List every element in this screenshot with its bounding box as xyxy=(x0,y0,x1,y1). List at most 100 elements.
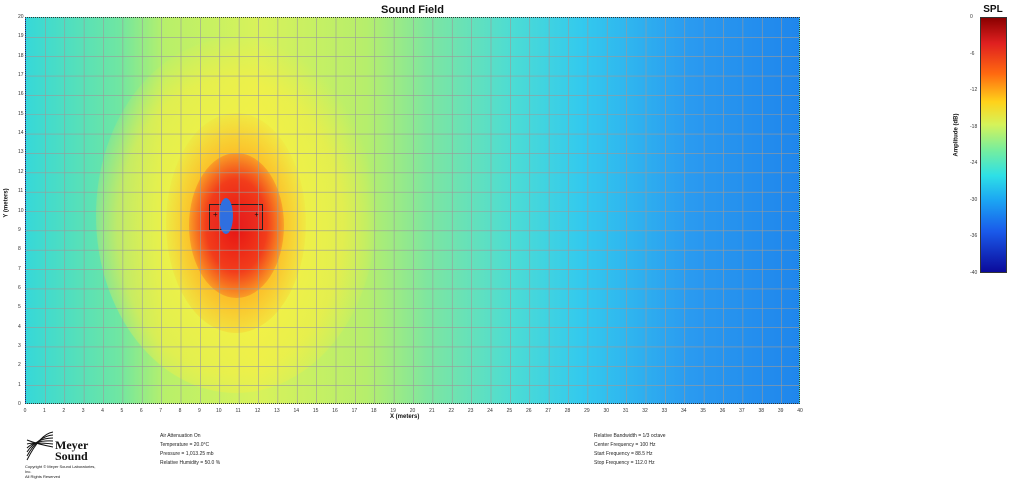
x-tick-label: 35 xyxy=(700,408,706,414)
y-tick-label: 0 xyxy=(18,401,21,407)
colorbar-tick-label: -40 xyxy=(970,270,978,276)
x-tick-label: 38 xyxy=(758,408,765,414)
x-tick-label: 33 xyxy=(661,408,668,414)
logo-name-line1: Meyer xyxy=(55,438,89,452)
y-tick-label: 17 xyxy=(18,72,24,79)
colorbar-tick-label: -18 xyxy=(970,123,978,130)
y-tick-label: 14 xyxy=(18,130,24,137)
x-tick-label: 19 xyxy=(390,408,396,414)
y-tick-label: 18 xyxy=(18,52,24,59)
start-frequency: Start Frequency = 88.5 Hz xyxy=(594,451,653,457)
x-tick-label: 4 xyxy=(101,408,104,414)
x-tick-label: 28 xyxy=(564,408,571,414)
meyer-sound-logo: Meyer Sound Copyright © Meyer Sound Labo… xyxy=(25,430,97,479)
logo-name-line2: Sound xyxy=(55,449,88,463)
plot-title: Sound Field xyxy=(381,4,444,16)
x-tick-label: 31 xyxy=(622,408,629,414)
x-tick-label: 2 xyxy=(62,408,66,414)
spl-colorbar xyxy=(980,17,1007,273)
x-tick-label: 3 xyxy=(81,408,85,414)
x-tick-label: 16 xyxy=(332,408,338,414)
y-tick-label: 13 xyxy=(18,149,24,156)
humidity: Relative Humidity = 50.0 % xyxy=(160,460,221,466)
x-tick-label: 8 xyxy=(178,408,182,414)
y-tick-label: 11 xyxy=(18,188,24,195)
y-tick-label: 3 xyxy=(18,342,21,349)
x-tick-label: 17 xyxy=(351,408,358,414)
x-tick-label: 14 xyxy=(293,408,300,414)
logo-wave-icon xyxy=(26,431,54,461)
x-tick-label: 25 xyxy=(506,408,513,414)
y-tick-label: 6 xyxy=(18,284,21,291)
y-tick-label: 8 xyxy=(18,246,21,253)
y-tick-label: 10 xyxy=(18,207,24,214)
x-tick-label: 5 xyxy=(120,408,124,414)
x-tick-label: 13 xyxy=(274,408,280,414)
x-tick-label: 36 xyxy=(719,408,726,414)
x-tick-label: 29 xyxy=(584,408,590,414)
x-tick-label: 21 xyxy=(429,408,435,414)
y-axis-label: Y (meters) xyxy=(3,188,10,218)
x-tick-label: 24 xyxy=(487,408,493,414)
air-attenuation: Air Attenuation On xyxy=(160,433,201,439)
speaker-right-marker-icon: + xyxy=(254,210,259,219)
x-tick-label: 23 xyxy=(467,408,474,414)
x-tick-label: 27 xyxy=(545,408,551,414)
x-tick-label: 1 xyxy=(42,408,46,414)
y-tick-label: 7 xyxy=(18,265,21,272)
colorbar-tick-label: -12 xyxy=(970,87,978,94)
copyright: Copyright © Meyer Sound Laboratories, In… xyxy=(25,464,97,479)
x-tick-label: 26 xyxy=(525,408,532,414)
sound-field-plot[interactable]: + + xyxy=(25,17,800,404)
y-tick-label: 9 xyxy=(18,226,21,233)
colorbar-tick-label: -24 xyxy=(970,160,978,167)
temperature: Temperature = 20.0°C xyxy=(160,442,210,448)
x-tick-label: 9 xyxy=(197,408,201,414)
colorbar-tick-label: -6 xyxy=(970,50,975,57)
speaker-left-marker-icon: + xyxy=(213,210,218,219)
x-tick-label: 20 xyxy=(409,408,416,414)
x-tick-label: 11 xyxy=(235,408,241,414)
colorbar-title: SPL xyxy=(983,4,1003,15)
y-tick-label: 20 xyxy=(18,14,24,20)
x-tick-label: 18 xyxy=(370,408,377,414)
x-tick-label: 30 xyxy=(603,408,610,414)
y-tick-label: 5 xyxy=(18,304,21,311)
copyright-line1: Copyright © Meyer Sound Laboratories, In… xyxy=(25,464,96,474)
colorbar-tick-label: 0 xyxy=(970,14,973,20)
x-axis-label: X (meters) xyxy=(390,414,420,420)
heat-region-core xyxy=(189,153,284,298)
x-tick-label: 15 xyxy=(312,408,319,414)
x-tick-label: 22 xyxy=(448,408,455,414)
x-tick-label: 40 xyxy=(797,408,803,414)
relative-bandwidth: Relative Bandwidth = 1/3 octave xyxy=(594,433,666,439)
null-zone xyxy=(219,198,233,234)
speaker-array[interactable]: + + xyxy=(209,204,263,230)
x-tick-label: 7 xyxy=(159,408,163,414)
y-tick-label: 1 xyxy=(18,381,21,388)
logo-wordmark: Meyer Sound xyxy=(55,438,89,463)
x-tick-label: 6 xyxy=(139,408,143,414)
x-tick-label: 32 xyxy=(642,408,648,414)
x-tick-label: 34 xyxy=(680,408,687,414)
y-tick-label: 4 xyxy=(18,323,21,330)
conditions-info: Air Attenuation On Temperature = 20.0°C … xyxy=(160,432,220,468)
center-frequency: Center Frequency = 100 Hz xyxy=(594,442,656,448)
y-tick-label: 15 xyxy=(18,110,24,117)
y-tick-label: 19 xyxy=(18,33,24,40)
colorbar-tick-label: -30 xyxy=(970,196,978,203)
y-tick-label: 2 xyxy=(18,362,21,369)
x-tick-label: 39 xyxy=(777,408,784,414)
x-tick-label: 37 xyxy=(739,408,745,414)
pressure: Pressure = 1,013.25 mb xyxy=(160,451,214,457)
copyright-line2: All Rights Reserved xyxy=(25,474,61,479)
colorbar-label: Amplitude (dB) xyxy=(953,113,960,157)
frequency-info: Relative Bandwidth = 1/3 octave Center F… xyxy=(594,432,666,468)
y-tick-label: 12 xyxy=(18,168,24,175)
x-tick-label: 12 xyxy=(254,408,261,414)
x-tick-label: 10 xyxy=(215,408,222,414)
colorbar-tick-label: -36 xyxy=(970,233,978,240)
x-tick-label: 0 xyxy=(23,408,27,414)
stop-frequency: Stop Frequency = 112.0 Hz xyxy=(594,460,655,466)
y-tick-label: 16 xyxy=(18,91,24,98)
